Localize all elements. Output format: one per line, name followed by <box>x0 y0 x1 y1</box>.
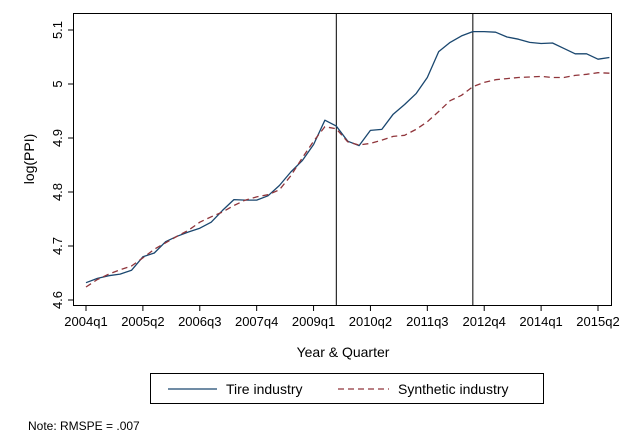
y-tick-label: 5 <box>50 80 65 87</box>
vertical-reference-lines <box>335 13 474 306</box>
y-tick-label: 4.7 <box>50 237 65 255</box>
plot-area <box>73 13 612 306</box>
y-tick-label: 4.6 <box>50 291 65 309</box>
x-tick-label: 2015q2 <box>576 314 619 329</box>
x-tick-label: 2009q1 <box>292 314 335 329</box>
x-tick-label: 2004q1 <box>64 314 107 329</box>
y-tick-label: 5.1 <box>50 21 65 39</box>
x-axis-label: Year & Quarter <box>297 344 390 360</box>
x-tick-label: 2007q4 <box>235 314 278 329</box>
legend-label-synthetic-industry: Synthetic industry <box>398 381 509 397</box>
legend-label-tire-industry: Tire industry <box>226 381 303 397</box>
x-tick-label: 2005q2 <box>121 314 164 329</box>
x-tick-label: 2012q4 <box>463 314 506 329</box>
legend: Tire industry Synthetic industry <box>150 373 544 404</box>
x-tick-label: 2011q3 <box>406 314 448 329</box>
y-axis: 4.6 4.7 4.8 4.9 5 5.1 <box>50 21 74 309</box>
x-tick-label: 2006q3 <box>178 314 221 329</box>
y-tick-label: 4.8 <box>50 183 65 201</box>
series-line-synthetic-industry <box>85 72 610 288</box>
x-axis: 2004q1 2005q2 2006q3 2007q4 2009q1 2010q2 2011… <box>64 305 620 329</box>
y-axis-label: log(PPI) <box>21 134 37 185</box>
note-text: Note: RMSPE = .007 <box>28 419 140 433</box>
x-tick-label: 2010q2 <box>349 314 392 329</box>
y-tick-label: 4.9 <box>50 129 65 147</box>
x-tick-label: 2014q1 <box>519 314 562 329</box>
series-lines <box>85 30 610 288</box>
